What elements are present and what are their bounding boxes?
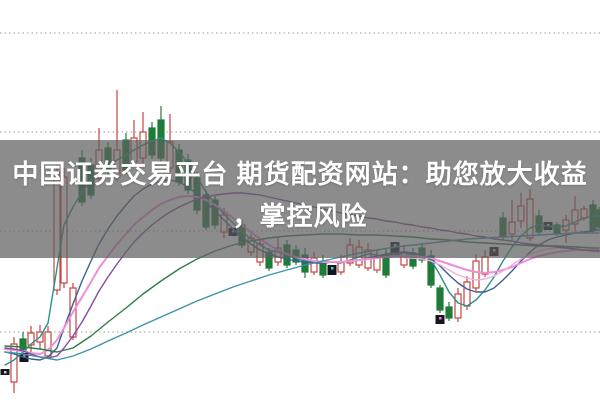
caption-overlay: 中国证券交易平台 期货配资网站：助您放大收益 ，掌控风险 — [0, 140, 600, 258]
caption-line-1: 中国证券交易平台 期货配资网站：助您放大收益 — [12, 159, 588, 189]
caption-line-2: ，掌控风险 — [232, 201, 368, 231]
